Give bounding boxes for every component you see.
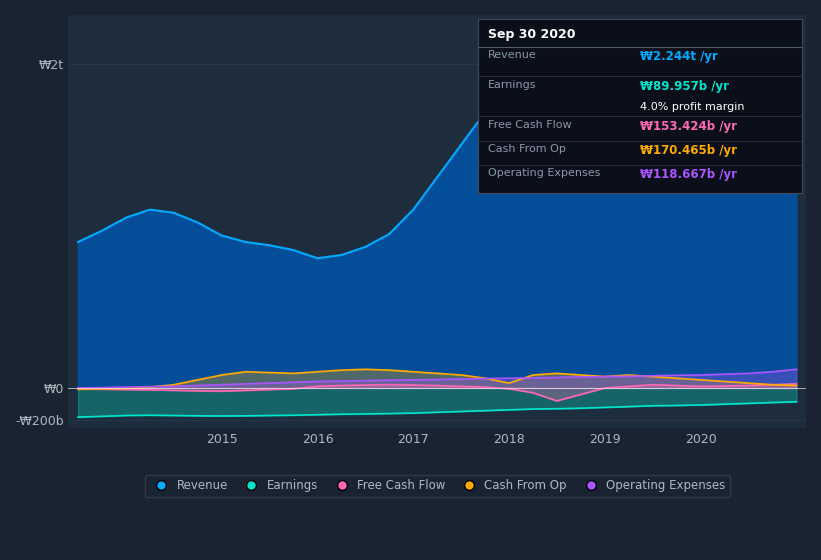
Legend: Revenue, Earnings, Free Cash Flow, Cash From Op, Operating Expenses: Revenue, Earnings, Free Cash Flow, Cash … [144, 474, 730, 497]
